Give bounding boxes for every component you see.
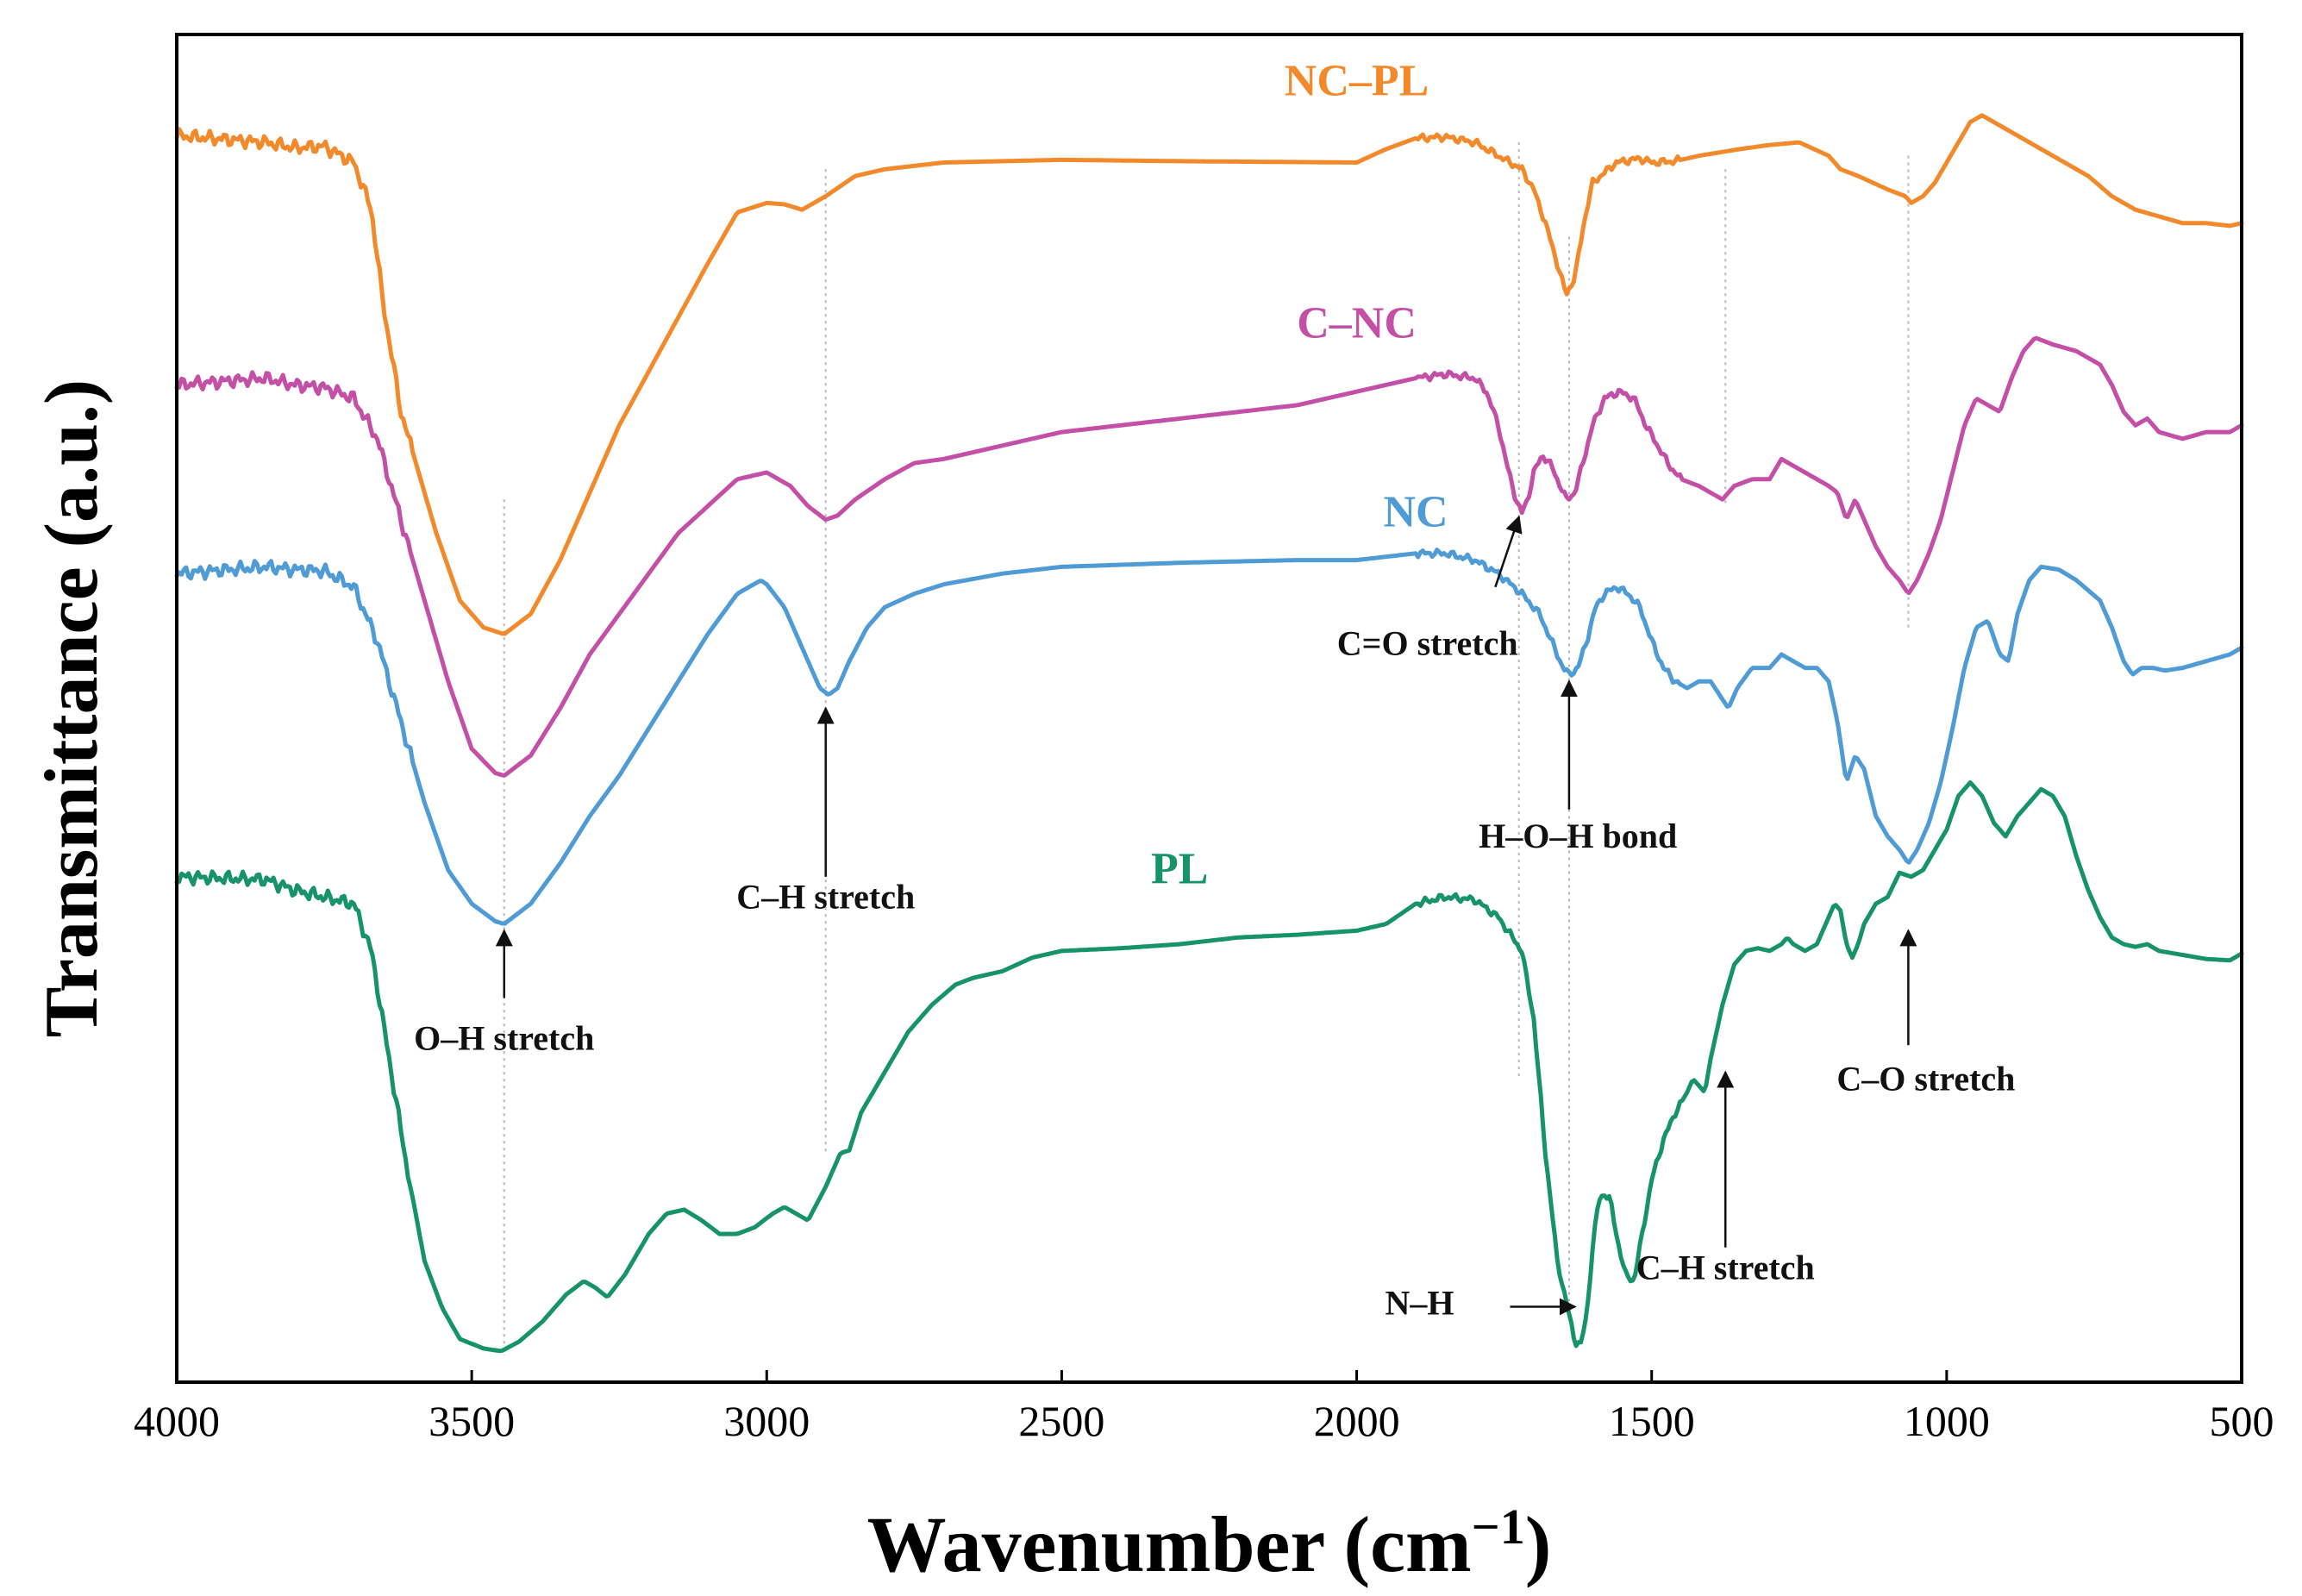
annotation-label-c-h-stretch: C–H stretch	[736, 877, 915, 916]
series-label-nc-pl: NC–PL	[1285, 56, 1429, 105]
x-tick-label-1500: 1500	[1609, 1397, 1695, 1445]
annotation-label-o-h-stretch: O–H stretch	[414, 1019, 594, 1058]
x-axis-title: Wavenumber (cm−1)	[867, 1499, 1552, 1589]
series-label-nc: NC	[1383, 487, 1448, 536]
annotation-label-h-o-h-bond: H–O–H bond	[1479, 817, 1677, 855]
x-tick-label-3000: 3000	[723, 1397, 810, 1445]
x-tick-label-1000: 1000	[1904, 1397, 1990, 1445]
series-layer	[174, 113, 2244, 1354]
x-axis-ticks: 4000 3500 3000 2500 2000 1500 1000 500	[134, 1370, 2274, 1445]
series-label-c-nc: C–NC	[1297, 299, 1417, 348]
annotation-label-c-o-stretch: C=O stretch	[1337, 624, 1518, 663]
x-tick-label-500: 500	[2210, 1397, 2274, 1445]
x-tick-label-2000: 2000	[1314, 1397, 1400, 1445]
x-tick-label-2500: 2500	[1018, 1397, 1104, 1445]
annotation-label-c-o-stretch: C–O stretch	[1836, 1059, 2015, 1098]
series-pl-line	[174, 780, 2244, 1354]
x-tick-label-3500: 3500	[428, 1397, 515, 1445]
series-c-nc-line	[174, 335, 2244, 778]
y-axis-title: Transmittance (a.u.)	[30, 379, 114, 1037]
annotation-label-n-h: N–H	[1385, 1284, 1454, 1323]
annotation-arrow-c-o-stretch	[1494, 515, 1523, 588]
series-nc-pl-line	[174, 113, 2244, 636]
series-label-pl: PL	[1151, 845, 1208, 894]
x-axis-title-close: )	[1525, 1500, 1552, 1588]
plot-frame	[175, 33, 2243, 1384]
annotations-layer: O–H stretch C–H stretch C=O stretch H–O–H b…	[414, 515, 2015, 1323]
x-tick-label-4000: 4000	[134, 1397, 220, 1445]
annotation-label-c-h-stretch: C–H stretch	[1636, 1248, 1815, 1286]
x-axis-title-sup: −1	[1472, 1499, 1525, 1555]
series-labels: NC–PL C–NC NC PL	[1151, 56, 1448, 893]
x-axis-title-text: Wavenumber (cm	[867, 1500, 1472, 1588]
series-nc-line	[174, 548, 2244, 926]
reference-lines	[503, 142, 1910, 1355]
